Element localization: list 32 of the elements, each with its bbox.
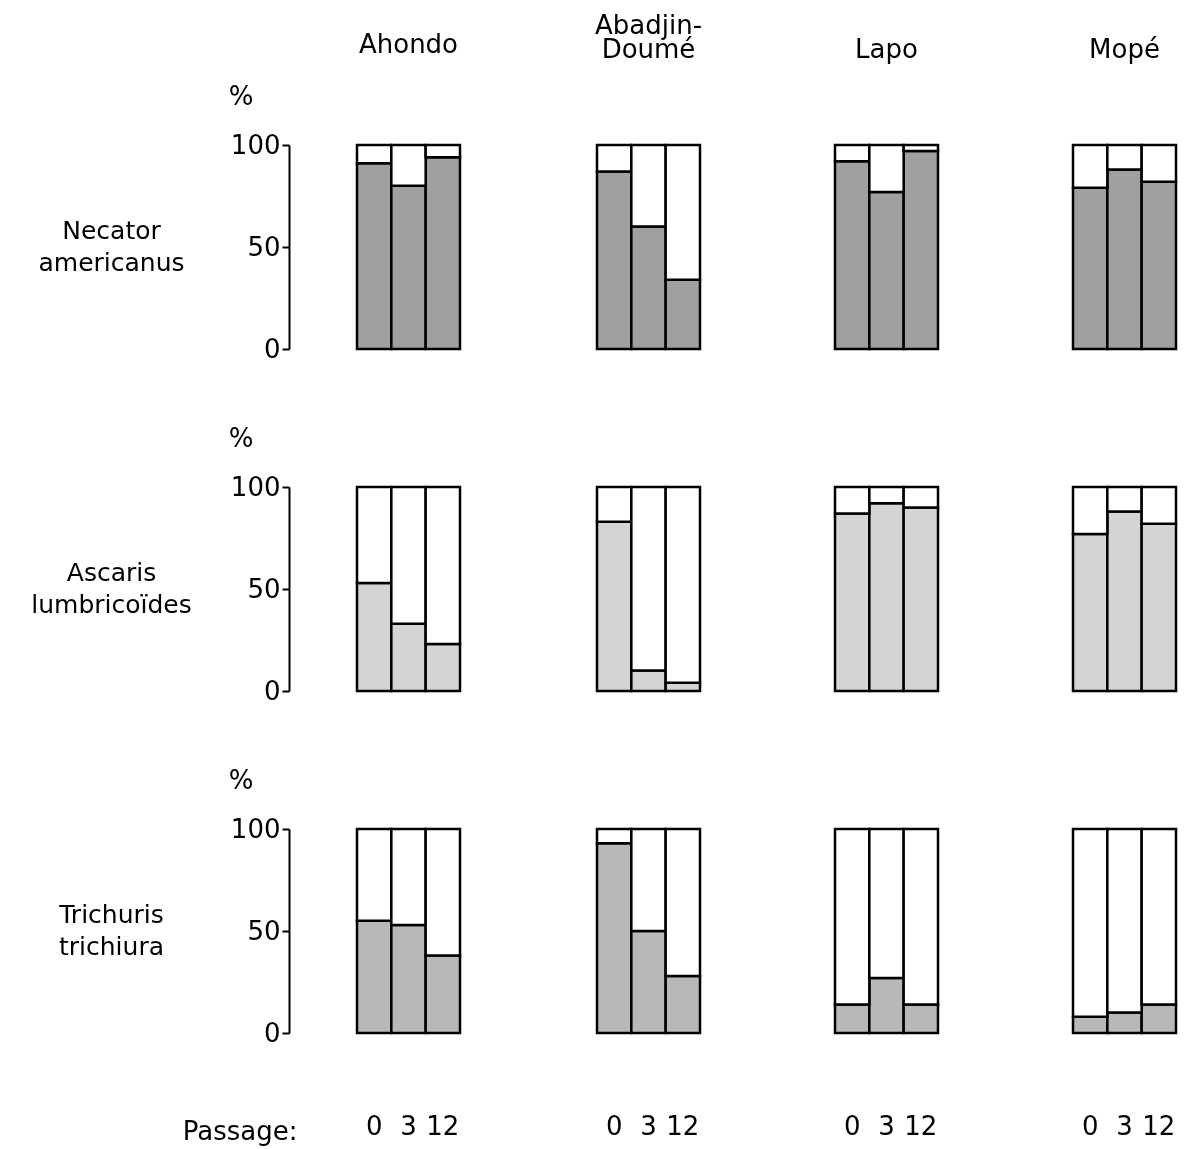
x-tick-label: 0 (843, 1110, 861, 1141)
y-tick-label: 0 (263, 675, 281, 706)
x-tick-label: 0 (365, 1110, 383, 1141)
x-tick-label: 12 (1142, 1110, 1176, 1141)
x-tick-label: 12 (904, 1110, 938, 1141)
x-tick-label: 3 (640, 1110, 657, 1141)
text: % (228, 423, 254, 453)
y-tick-label: 50 (247, 573, 281, 604)
y-axis-title: Necator americanus (38, 215, 185, 277)
y-tick-label: 50 (247, 915, 281, 946)
y-axis-title: Ascaris lumbricoïdes (31, 557, 192, 619)
y-axis-title: Trichuris trichiura (58, 899, 165, 961)
x-tick-label: 3 (400, 1110, 417, 1141)
x-tick-label: 0 (605, 1110, 623, 1141)
x-tick-label: 0 (1081, 1110, 1099, 1141)
x-tick-label: 3 (878, 1110, 895, 1141)
y-tick-label: 50 (247, 231, 281, 262)
x-tick-label: 3 (1116, 1110, 1133, 1141)
y-tick-label: 100 (230, 129, 281, 160)
y-tick-label: 0 (263, 1017, 281, 1048)
chart-title: Ahondo (358, 29, 459, 59)
chart-title: Mopé (1089, 33, 1160, 64)
text: % (228, 765, 254, 795)
x-axis-title: Passage: (182, 1115, 298, 1146)
y-tick-label: 100 (230, 471, 281, 502)
y-tick-label: 0 (263, 333, 281, 364)
chart-title: Abadjin- Doumé (594, 9, 703, 64)
text: % (228, 81, 254, 111)
chart-title: Lapo (855, 33, 918, 64)
y-tick-label: 100 (230, 813, 281, 844)
x-tick-label: 12 (666, 1110, 700, 1141)
x-tick-label: 12 (426, 1110, 460, 1141)
